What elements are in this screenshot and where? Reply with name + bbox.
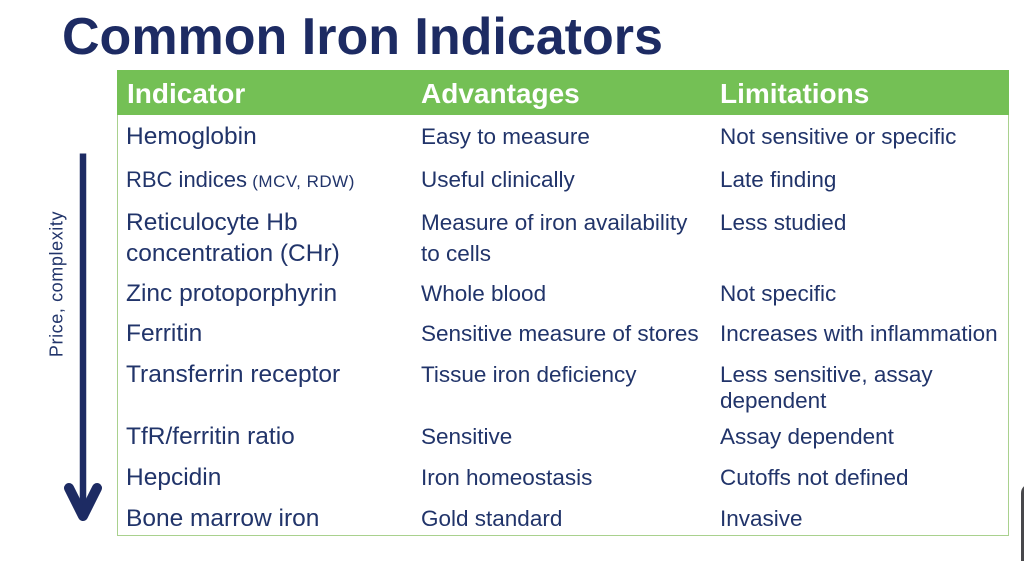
indicator-cell: TfR/ferritin ratio: [118, 416, 412, 457]
video-overlay-corner: [1021, 484, 1024, 561]
column-header-limitations: Limitations: [720, 78, 870, 109]
table-row-bone-marrow-iron: Bone marrow iron Gold standard Invasive: [118, 497, 1008, 536]
indicator-cell: Bone marrow iron: [118, 497, 412, 536]
advantages-cell: Iron homeostasis: [421, 465, 593, 490]
indicator-text: Zinc protoporphyrin: [126, 280, 338, 307]
limitations-cell: Not sensitive or specific: [720, 123, 957, 149]
price-complexity-arrow: [64, 153, 102, 521]
indicator-cell: Transferrin receptor: [118, 353, 412, 416]
advantages-cell: Easy to measure: [421, 123, 590, 149]
table-row-hemoglobin: Hemoglobin Easy to measure Not sensitive…: [118, 115, 1008, 158]
indicator-cell: Ferritin: [118, 313, 412, 354]
limitations-cell: Not specific: [720, 281, 837, 306]
limitations-cell: Less studied: [720, 209, 847, 235]
advantages-cell: Sensitive measure of stores: [421, 321, 699, 346]
column-header-indicator: Indicator: [127, 78, 246, 109]
limitations-cell: Invasive: [720, 505, 803, 531]
indicator-text: RBC indices: [126, 166, 248, 192]
indicator-cell: Hepcidin: [118, 457, 412, 498]
table-body: Hemoglobin Easy to measure Not sensitive…: [117, 115, 1009, 536]
indicator-text: TfR/ferritin ratio: [126, 423, 295, 450]
advantages-cell: Sensitive: [421, 424, 513, 449]
table-header-row: Indicator Advantages Limitations: [117, 70, 1009, 115]
indicator-text: Reticulocyte Hb concentration (CHr): [126, 208, 340, 267]
advantages-cell: Tissue iron deficiency: [421, 362, 637, 388]
column-header-advantages: Advantages: [421, 78, 580, 109]
table-row-tfr-ferritin-ratio: TfR/ferritin ratio Sensitive Assay depen…: [118, 416, 1008, 457]
table-row-reticulocyte-hb: Reticulocyte Hb concentration (CHr) Meas…: [118, 201, 1008, 273]
limitations-cell: Less sensitive, assay dependent: [720, 362, 933, 413]
limitations-cell: Assay dependent: [720, 424, 894, 449]
advantages-cell: Whole blood: [421, 281, 547, 306]
indicator-cell: Reticulocyte Hb concentration (CHr): [118, 201, 412, 273]
table-row-hepcidin: Hepcidin Iron homeostasis Cutoffs not de…: [118, 457, 1008, 498]
limitations-cell: Increases with inflammation: [720, 321, 998, 346]
table-row-zinc-protoporphyrin: Zinc protoporphyrin Whole blood Not spec…: [118, 273, 1008, 313]
indicator-text: Ferritin: [126, 320, 203, 347]
price-complexity-label: Price, complexity: [46, 210, 67, 358]
limitations-cell: Late finding: [720, 166, 837, 192]
indicator-note: (MCV, RDW): [247, 171, 355, 191]
indicator-text: Bone marrow iron: [126, 504, 320, 532]
iron-indicators-table: Indicator Advantages Limitations Hemoglo…: [117, 70, 1009, 536]
indicator-cell: Hemoglobin: [118, 115, 412, 158]
indicator-cell: Zinc protoporphyrin: [118, 273, 412, 313]
indicator-text: Transferrin receptor: [126, 361, 341, 389]
advantages-cell: Measure of iron availability to cells: [421, 209, 688, 266]
slide-title: Common Iron Indicators: [62, 8, 663, 66]
table-row-rbc-indices: RBC indices (MCV, RDW) Useful clinically…: [118, 158, 1008, 201]
table-row-ferritin: Ferritin Sensitive measure of stores Inc…: [118, 313, 1008, 354]
indicator-text: Hepcidin: [126, 464, 222, 491]
indicator-cell: RBC indices (MCV, RDW): [118, 158, 412, 201]
limitations-cell: Cutoffs not defined: [720, 465, 909, 490]
indicator-text: Hemoglobin: [126, 122, 257, 150]
table-row-transferrin-receptor: Transferrin receptor Tissue iron deficie…: [118, 353, 1008, 416]
advantages-cell: Useful clinically: [421, 166, 575, 192]
advantages-cell: Gold standard: [421, 505, 563, 531]
